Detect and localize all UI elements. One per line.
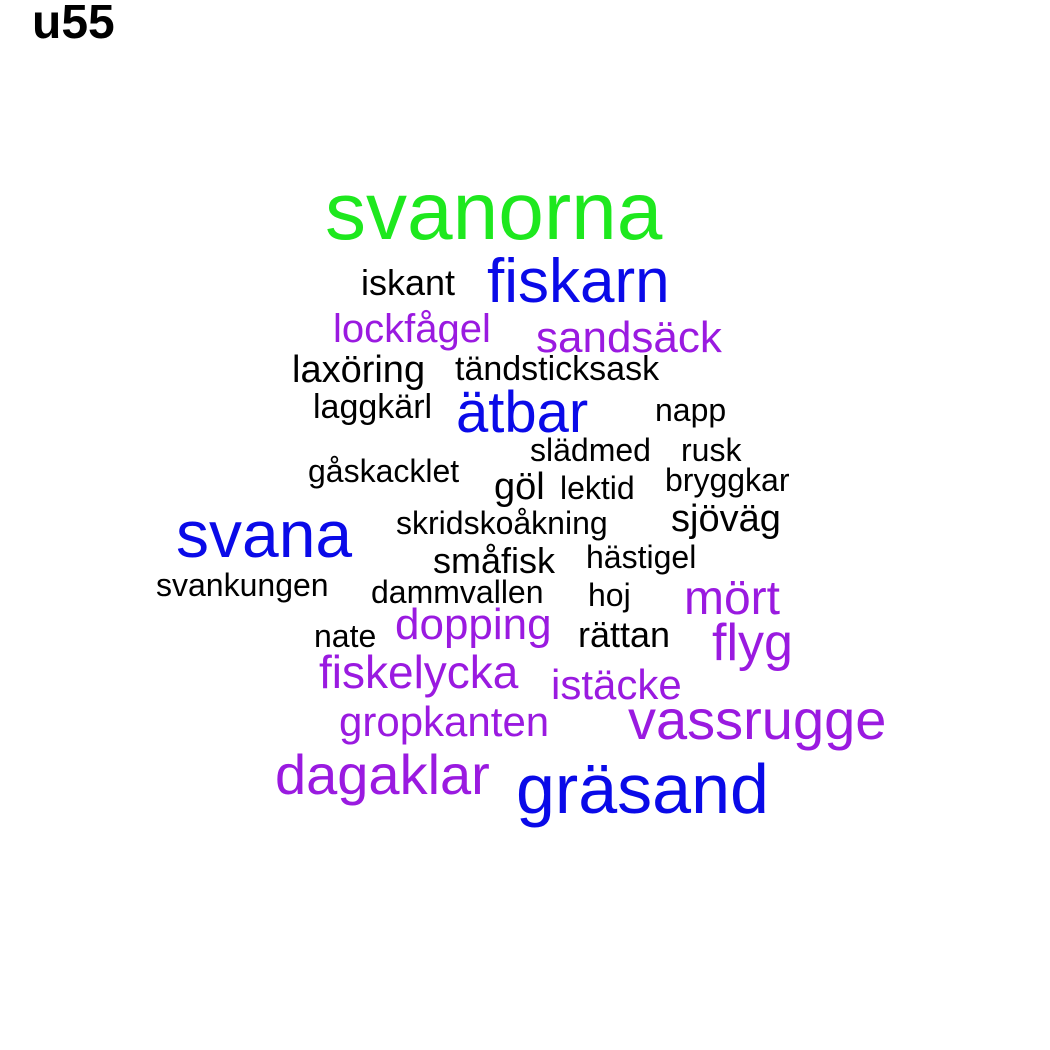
word-dammvallen: dammvallen bbox=[371, 574, 544, 610]
word-fiskarn: fiskarn bbox=[487, 247, 670, 316]
word-sandsack: sandsäck bbox=[536, 313, 722, 362]
word-grasand: gräsand bbox=[516, 750, 769, 828]
word-dopping: dopping bbox=[395, 600, 552, 649]
word-lockfagel: lockfågel bbox=[333, 307, 491, 351]
word-gaskacklet: gåskacklet bbox=[308, 453, 460, 489]
page-title: u55 bbox=[32, 0, 115, 49]
word-svanorna: svanorna bbox=[325, 166, 663, 257]
word-bryggkar: bryggkar bbox=[665, 462, 790, 498]
word-istacke: istäcke bbox=[551, 661, 682, 708]
word-fiskelycka: fiskelycka bbox=[319, 646, 519, 698]
word-iskant: iskant bbox=[361, 262, 456, 303]
word-flyg: flyg bbox=[712, 614, 793, 672]
word-svana: svana bbox=[176, 497, 353, 571]
word-rattan: rättan bbox=[578, 614, 671, 655]
word-sladmed: slädmed bbox=[530, 432, 651, 468]
word-svankungen: svankungen bbox=[156, 567, 329, 603]
word-lektid: lektid bbox=[560, 470, 635, 506]
word-skridskoakning: skridskoåkning bbox=[396, 505, 608, 541]
word-smafisk: småfisk bbox=[433, 540, 556, 581]
word-sjovag: sjöväg bbox=[671, 498, 781, 540]
word-rusk: rusk bbox=[681, 432, 742, 468]
word-tandsticksask: tändsticksask bbox=[455, 350, 660, 388]
word-dagaklar: dagaklar bbox=[275, 743, 490, 806]
word-atbar: ätbar bbox=[456, 380, 589, 445]
word-mort: mört bbox=[684, 572, 780, 625]
word-nate: nate bbox=[314, 618, 377, 654]
word-hoj: hoj bbox=[588, 577, 631, 613]
word-gropkanten: gropkanten bbox=[339, 698, 550, 745]
word-vassrugge: vassrugge bbox=[628, 688, 887, 751]
word-napp: napp bbox=[655, 392, 727, 428]
word-hastigel: hästigel bbox=[586, 539, 697, 575]
word-laggkarl: laggkärl bbox=[313, 388, 433, 426]
word-gol: göl bbox=[494, 466, 545, 508]
word-laxoring: laxöring bbox=[292, 349, 426, 391]
